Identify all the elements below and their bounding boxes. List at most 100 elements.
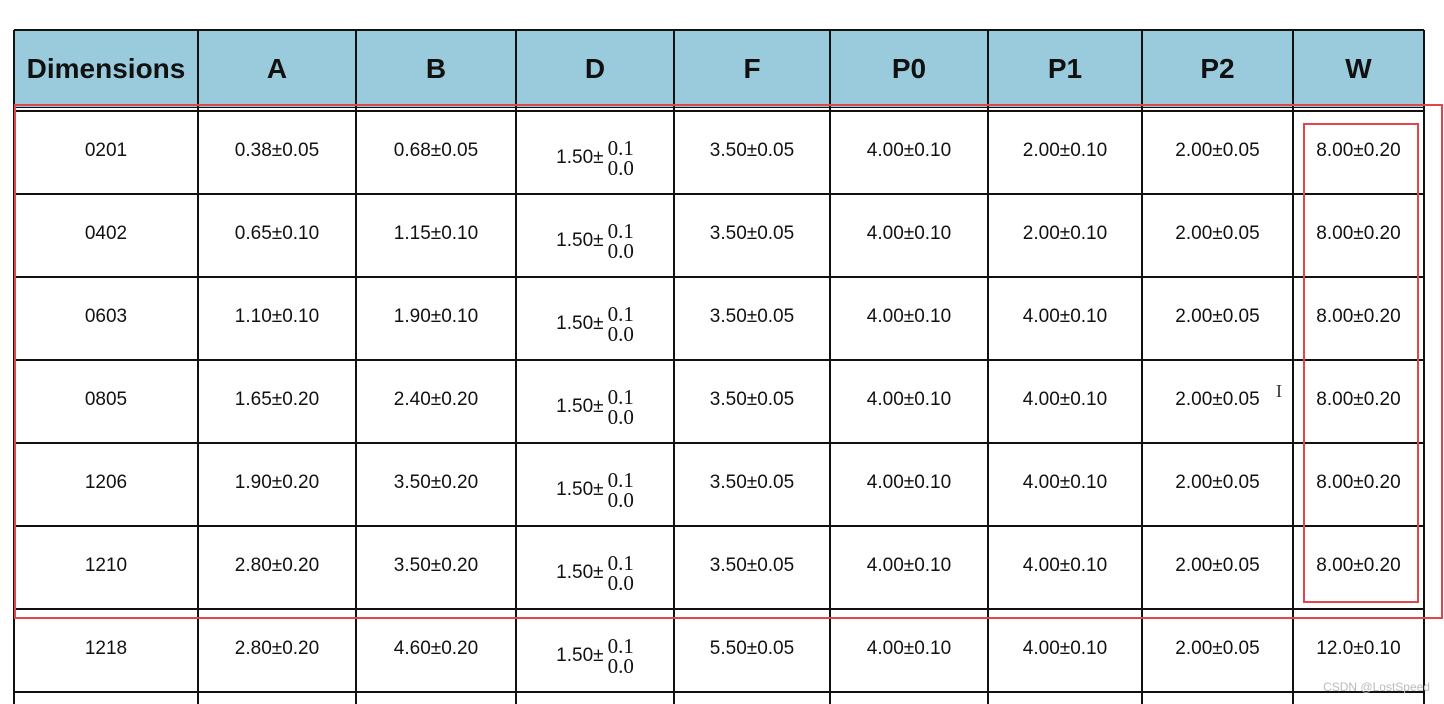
table-cell: 8.00±0.20: [1316, 139, 1401, 161]
row-border: [14, 691, 1424, 693]
table-cell: 0201: [84, 139, 128, 161]
tolerance-cell: 1.50± 0.1 0.0: [516, 526, 674, 609]
table-cell: 1210: [84, 554, 128, 576]
column-border: [355, 30, 357, 704]
header-cell: P0: [830, 30, 988, 108]
table-cell: 5.50±0.05: [709, 637, 795, 659]
column-border: [987, 30, 989, 704]
table-cell: 3.50±0.05: [709, 305, 795, 327]
column-border: [1292, 30, 1294, 704]
tolerance-lower: 0.0: [607, 404, 634, 429]
highlight-box: [14, 104, 1443, 619]
stacked-tolerance: 0.1 0.0: [607, 467, 634, 510]
text-cursor: I: [1276, 381, 1282, 401]
table-cell: 3.50±0.20: [393, 554, 479, 576]
table-cell: 3.50±0.05: [709, 388, 795, 410]
table-cell: 4.00±0.10: [1022, 554, 1108, 576]
table-cell: 0402: [84, 222, 128, 244]
table-cell: 2.40±0.20: [393, 388, 479, 410]
column-border: [197, 30, 199, 704]
cell-text: 1.50±: [556, 644, 604, 666]
highlight-box: [1303, 123, 1419, 603]
stacked-tolerance: 0.1 0.0: [607, 218, 634, 263]
column-border: [515, 30, 517, 704]
table-cell: 2.80±0.20: [234, 637, 320, 659]
table-cell: 4.00±0.10: [866, 471, 952, 493]
table-cell: 2.00±0.05: [1175, 222, 1260, 244]
table-cell: 2.00±0.05: [1175, 637, 1260, 659]
column-border: [1423, 30, 1425, 704]
table-cell: 4.60±0.20: [393, 637, 479, 659]
tolerance-upper: 0.1: [607, 301, 634, 326]
cell-text: 1.50±: [556, 146, 604, 168]
table-cell: 4.00±0.10: [866, 139, 952, 161]
table-cell: 2.00±0.05: [1175, 139, 1260, 161]
row-border: [14, 442, 1424, 444]
tolerance-upper: 0.1: [607, 633, 634, 658]
stacked-tolerance: 0.1 0.0: [607, 137, 634, 180]
table-cell: 0805: [84, 388, 128, 410]
table-cell: 1206: [84, 471, 128, 493]
tolerance-upper: 0.1: [607, 550, 634, 575]
table-cell: 1218: [84, 637, 128, 659]
tolerance-upper: 0.1: [607, 467, 634, 492]
table-cell: 1.15±0.10: [393, 222, 479, 244]
table-cell: 8.00±0.20: [1316, 554, 1401, 576]
table-cell: 2.00±0.05: [1175, 554, 1260, 576]
tolerance-upper: 0.1: [607, 218, 634, 243]
tolerance-lower: 0.0: [607, 653, 634, 678]
row-border: [14, 107, 1424, 108]
cell-text: 1.50±: [556, 312, 604, 334]
table-cell: 3.50±0.05: [709, 139, 795, 161]
table-cell: 4.00±0.10: [866, 222, 952, 244]
cell-text: 1.50±: [556, 229, 604, 251]
table-cell: 1.65±0.20: [234, 388, 320, 410]
table-cell: 2.00±0.10: [1022, 139, 1108, 161]
header-cell: P1: [988, 30, 1142, 108]
row-border: [14, 276, 1424, 278]
tolerance-cell: 1.50± 0.1 0.0: [516, 360, 674, 443]
tolerance-lower: 0.0: [607, 321, 634, 346]
stacked-tolerance: 0.1 0.0: [607, 633, 634, 678]
header-cell: B: [356, 30, 516, 108]
tolerance-cell: 1.50± 0.1 0.0: [516, 443, 674, 526]
table-cell: 8.00±0.20: [1316, 222, 1401, 244]
cell-text: 1.50±: [556, 561, 604, 583]
header-cell: P2: [1142, 30, 1293, 108]
tolerance-cell: 1.50± 0.1 0.0: [516, 111, 674, 194]
column-border: [829, 30, 831, 704]
table-cell: 2.00±0.10: [1022, 222, 1108, 244]
row-border: [14, 359, 1424, 361]
table-cell: 1.90±0.20: [234, 471, 320, 493]
table-cell: 0603: [84, 305, 128, 327]
header-cell: Dimensions: [14, 30, 198, 108]
header-cell: F: [674, 30, 830, 108]
table-cell: 12.0±0.10: [1316, 637, 1401, 659]
column-border: [673, 30, 675, 704]
table-cell: 8.00±0.20: [1316, 388, 1401, 410]
table-cell: 3.50±0.05: [709, 471, 795, 493]
row-border: [14, 193, 1424, 195]
stacked-tolerance: 0.1 0.0: [607, 301, 634, 346]
stacked-tolerance: 0.1 0.0: [607, 550, 634, 593]
table-cell: 3.50±0.05: [709, 222, 795, 244]
tolerance-lower: 0.0: [607, 155, 634, 180]
table-cell: 0.65±0.10: [234, 222, 320, 244]
table-cell: 4.00±0.10: [1022, 637, 1108, 659]
table-cell: 4.00±0.10: [866, 637, 952, 659]
tolerance-upper: 0.1: [607, 384, 634, 409]
header-cell: W: [1293, 30, 1424, 108]
table-cell: 2.00±0.05: [1175, 388, 1260, 410]
table-cell: 2.80±0.20: [234, 554, 320, 576]
tolerance-cell: 1.50± 0.1 0.0: [516, 277, 674, 360]
row-border: [14, 29, 1424, 31]
row-border: [14, 608, 1424, 610]
cell-text: 1.50±: [556, 478, 604, 500]
table-cell: 4.00±0.10: [866, 388, 952, 410]
stacked-tolerance: 0.1 0.0: [607, 384, 634, 429]
tolerance-cell: 1.50± 0.1 0.0: [516, 194, 674, 277]
cell-text: 1.50±: [556, 395, 604, 417]
tolerance-lower: 0.0: [607, 238, 634, 263]
watermark: CSDN @LostSpeed: [1323, 680, 1430, 694]
table-cell: 0.68±0.05: [393, 139, 479, 161]
